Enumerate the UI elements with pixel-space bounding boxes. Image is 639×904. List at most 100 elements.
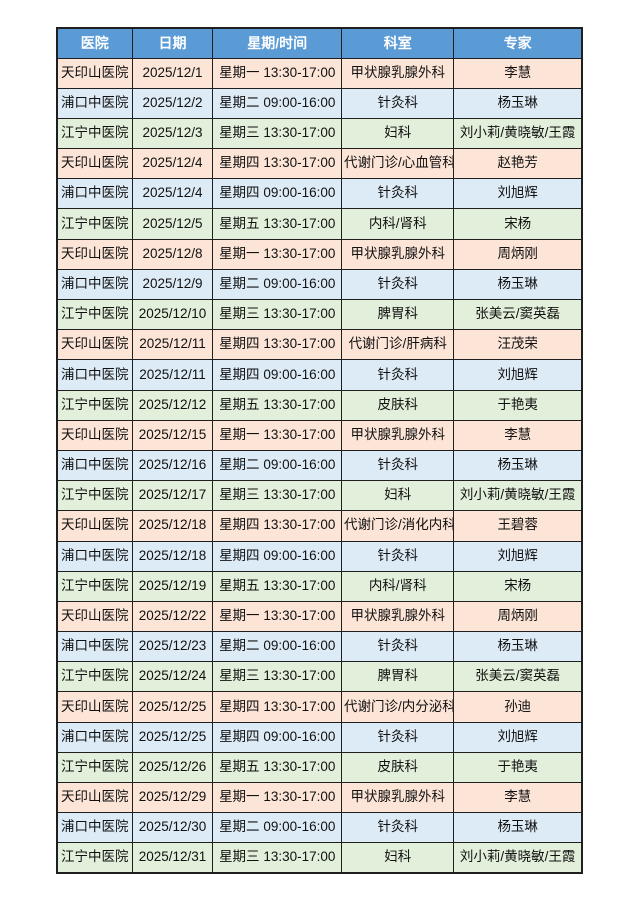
cell-date: 2025/12/8 <box>131 238 214 270</box>
cell-expert: 汪茂荣 <box>453 329 583 361</box>
column-header-day-time: 星期/时间 <box>212 27 343 59</box>
cell-expert: 张美云/窦英磊 <box>453 298 583 331</box>
cell-expert: 刘小莉/黄晓敏/王霞 <box>453 117 583 150</box>
cell-date: 2025/12/22 <box>131 600 214 633</box>
cell-hospital: 浦口中医院 <box>56 812 133 844</box>
cell-day-time: 星期三 13:30-17:00 <box>212 117 343 150</box>
table-header: 医院 日期 星期/时间 科室 专家 <box>56 27 583 59</box>
cell-expert: 刘旭辉 <box>453 178 583 210</box>
cell-date: 2025/12/25 <box>131 691 214 723</box>
cell-day-time: 星期四 13:30-17:00 <box>212 329 343 361</box>
cell-day-time: 星期三 13:30-17:00 <box>212 480 343 512</box>
cell-hospital: 浦口中医院 <box>56 540 133 572</box>
cell-date: 2025/12/9 <box>131 268 214 301</box>
table-row: 浦口中医院 2025/12/9 星期二 09:00-16:00 针灸科 杨玉琳 <box>56 268 583 301</box>
cell-day-time: 星期五 13:30-17:00 <box>212 389 343 421</box>
cell-date: 2025/12/31 <box>131 842 214 874</box>
cell-day-time: 星期四 13:30-17:00 <box>212 691 343 723</box>
table-row: 江宁中医院 2025/12/26 星期五 13:30-17:00 皮肤科 于艳夷 <box>56 751 583 784</box>
table-row: 天印山医院 2025/12/22 星期一 13:30-17:00 甲状腺乳腺外科 周炳刚 <box>56 600 583 633</box>
cell-date: 2025/12/19 <box>131 570 214 602</box>
cell-expert: 张美云/窦英磊 <box>453 661 583 693</box>
cell-expert: 杨玉琳 <box>453 87 583 119</box>
cell-day-time: 星期三 13:30-17:00 <box>212 661 343 693</box>
cell-date: 2025/12/3 <box>131 117 214 150</box>
cell-day-time: 星期四 13:30-17:00 <box>212 148 343 180</box>
cell-department: 针灸科 <box>341 178 455 210</box>
table-row: 江宁中医院 2025/12/31 星期三 13:30-17:00 妇科 刘小莉/黄晓敏/… <box>56 842 583 874</box>
cell-date: 2025/12/5 <box>131 208 214 240</box>
cell-department: 甲状腺乳腺外科 <box>341 781 455 814</box>
cell-day-time: 星期五 13:30-17:00 <box>212 570 343 602</box>
cell-hospital: 江宁中医院 <box>56 117 133 150</box>
cell-hospital: 浦口中医院 <box>56 631 133 663</box>
cell-hospital: 江宁中医院 <box>56 298 133 331</box>
cell-hospital: 天印山医院 <box>56 691 133 723</box>
table-row: 天印山医院 2025/12/18 星期四 13:30-17:00 代谢门诊/消化内科王… <box>56 510 583 542</box>
cell-day-time: 星期四 09:00-16:00 <box>212 721 343 753</box>
table-row: 江宁中医院 2025/12/24 星期三 13:30-17:00 脾胃科 张美云/窦英磊 <box>56 661 583 693</box>
cell-department: 脾胃科 <box>341 298 455 331</box>
cell-expert: 王碧蓉 <box>453 510 583 542</box>
cell-department: 甲状腺乳腺外科 <box>341 57 455 89</box>
cell-department: 针灸科 <box>341 449 455 482</box>
cell-day-time: 星期二 09:00-16:00 <box>212 449 343 482</box>
cell-expert: 杨玉琳 <box>453 268 583 301</box>
expert-schedule-table: 医院 日期 星期/时间 科室 专家 天印山医院 2025/12/1 星期一 13:3… <box>56 27 583 875</box>
table-row: 江宁中医院 2025/12/17 星期三 13:30-17:00 妇科 刘小莉/黄晓敏/… <box>56 480 583 512</box>
cell-day-time: 星期二 09:00-16:00 <box>212 631 343 663</box>
table-row: 浦口中医院 2025/12/2 星期二 09:00-16:00 针灸科 杨玉琳 <box>56 87 583 119</box>
cell-date: 2025/12/16 <box>131 449 214 482</box>
cell-department: 皮肤科 <box>341 751 455 784</box>
cell-department: 代谢门诊/内分泌科 <box>341 691 455 723</box>
cell-day-time: 星期二 09:00-16:00 <box>212 268 343 301</box>
cell-date: 2025/12/2 <box>131 87 214 119</box>
cell-department: 针灸科 <box>341 631 455 663</box>
cell-hospital: 江宁中医院 <box>56 570 133 602</box>
table-row: 江宁中医院 2025/12/19 星期五 13:30-17:00 内科/肾科 宋杨 <box>56 570 583 602</box>
cell-hospital: 江宁中医院 <box>56 480 133 512</box>
cell-hospital: 天印山医院 <box>56 57 133 89</box>
table-row: 浦口中医院 2025/12/16 星期二 09:00-16:00 针灸科 杨玉琳 <box>56 449 583 482</box>
table-row: 江宁中医院 2025/12/5 星期五 13:30-17:00 内科/肾科 宋杨 <box>56 208 583 240</box>
cell-department: 针灸科 <box>341 87 455 119</box>
cell-date: 2025/12/15 <box>131 419 214 451</box>
cell-department: 针灸科 <box>341 812 455 844</box>
cell-hospital: 浦口中医院 <box>56 449 133 482</box>
column-header-date: 日期 <box>131 27 214 59</box>
cell-date: 2025/12/18 <box>131 510 214 542</box>
cell-department: 妇科 <box>341 842 455 874</box>
cell-expert: 刘旭辉 <box>453 540 583 572</box>
table-row: 浦口中医院 2025/12/23 星期二 09:00-16:00 针灸科 杨玉琳 <box>56 631 583 663</box>
cell-department: 内科/肾科 <box>341 570 455 602</box>
table-row: 江宁中医院 2025/12/12 星期五 13:30-17:00 皮肤科 于艳夷 <box>56 389 583 421</box>
cell-hospital: 江宁中医院 <box>56 661 133 693</box>
cell-expert: 于艳夷 <box>453 751 583 784</box>
table-row: 江宁中医院 2025/12/10 星期三 13:30-17:00 脾胃科 张美云/窦英磊 <box>56 298 583 331</box>
cell-hospital: 天印山医院 <box>56 600 133 633</box>
cell-department: 针灸科 <box>341 268 455 301</box>
cell-date: 2025/12/4 <box>131 178 214 210</box>
schedule-sheet: 医院 日期 星期/时间 科室 专家 天印山医院 2025/12/1 星期一 13:3… <box>56 27 583 875</box>
cell-day-time: 星期一 13:30-17:00 <box>212 600 343 633</box>
cell-day-time: 星期三 13:30-17:00 <box>212 842 343 874</box>
cell-department: 针灸科 <box>341 359 455 391</box>
cell-department: 甲状腺乳腺外科 <box>341 238 455 270</box>
cell-day-time: 星期二 09:00-16:00 <box>212 812 343 844</box>
cell-day-time: 星期四 09:00-16:00 <box>212 178 343 210</box>
cell-expert: 刘小莉/黄晓敏/王霞 <box>453 842 583 874</box>
table-row: 浦口中医院 2025/12/30 星期二 09:00-16:00 针灸科 杨玉琳 <box>56 812 583 844</box>
header-row: 医院 日期 星期/时间 科室 专家 <box>56 27 583 59</box>
table-row: 天印山医院 2025/12/11 星期四 13:30-17:00 代谢门诊/肝病科 汪茂… <box>56 329 583 361</box>
cell-date: 2025/12/18 <box>131 540 214 572</box>
cell-expert: 刘旭辉 <box>453 721 583 753</box>
cell-expert: 孙迪 <box>453 691 583 723</box>
cell-day-time: 星期一 13:30-17:00 <box>212 781 343 814</box>
cell-hospital: 天印山医院 <box>56 781 133 814</box>
table-row: 浦口中医院 2025/12/25 星期四 09:00-16:00 针灸科 刘旭辉 <box>56 721 583 753</box>
cell-department: 针灸科 <box>341 721 455 753</box>
cell-day-time: 星期一 13:30-17:00 <box>212 57 343 89</box>
cell-department: 皮肤科 <box>341 389 455 421</box>
table-row: 天印山医院 2025/12/4 星期四 13:30-17:00 代谢门诊/心血管科 赵艳… <box>56 148 583 180</box>
table-row: 天印山医院 2025/12/29 星期一 13:30-17:00 甲状腺乳腺外科 李慧 <box>56 781 583 814</box>
